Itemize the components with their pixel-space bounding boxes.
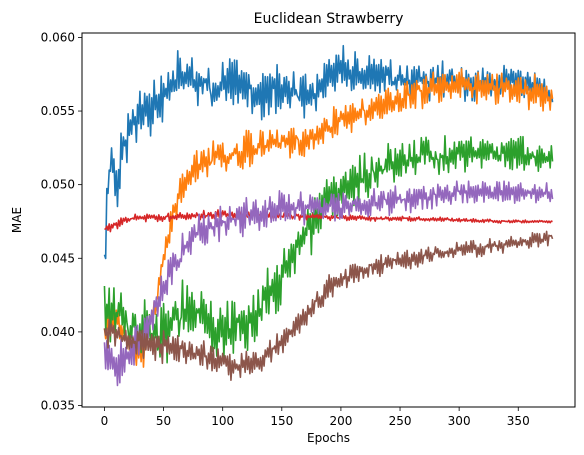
series-layer	[103, 44, 554, 387]
y-tick-label: 0.055	[41, 104, 75, 118]
x-tick-label: 300	[448, 414, 471, 428]
x-tick-label: 250	[389, 414, 412, 428]
y-axis-ticks: 0.035 0.040 0.045 0.050 0.055 0.060	[41, 30, 82, 413]
x-tick-label: 0	[101, 414, 109, 428]
plot-frame	[81, 32, 576, 408]
x-tick-label: 100	[211, 414, 234, 428]
y-tick-label: 0.050	[41, 178, 75, 192]
y-tick-label: 0.035	[41, 399, 75, 413]
x-axis-label: Epochs	[307, 431, 350, 445]
series-line-5	[103, 180, 554, 387]
x-tick-label: 50	[156, 414, 171, 428]
series-line-4	[104, 209, 553, 233]
series-line-6	[103, 230, 554, 381]
y-tick-label: 0.045	[41, 251, 75, 265]
series-line-2	[103, 68, 554, 368]
y-tick-label: 0.060	[41, 30, 75, 44]
x-tick-label: 350	[507, 414, 530, 428]
y-axis-label: MAE	[10, 207, 24, 233]
x-tick-label: 150	[270, 414, 293, 428]
x-axis-ticks: 0 50 100 150 200 250 300 350	[101, 407, 530, 428]
y-tick-label: 0.040	[41, 325, 75, 339]
x-tick-label: 200	[329, 414, 352, 428]
series-line-3	[103, 135, 554, 364]
chart-title: Euclidean Strawberry	[254, 11, 404, 27]
